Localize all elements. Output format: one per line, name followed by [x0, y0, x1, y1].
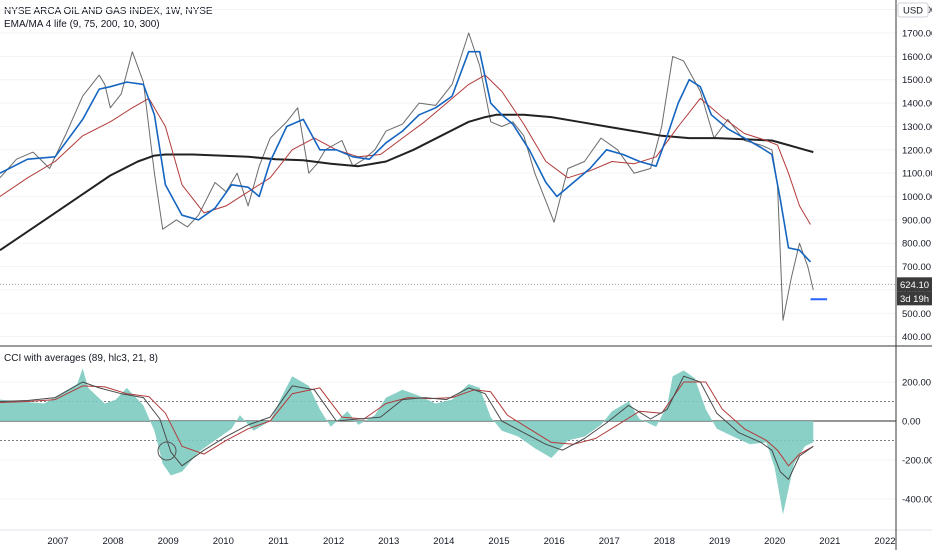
cci-avg_slow-line — [0, 381, 814, 467]
ma_mid-line — [0, 74, 811, 225]
year-tick-label: 2018 — [654, 536, 675, 547]
year-tick-label: 2007 — [47, 536, 68, 547]
price-tick-label: 1200.00 — [902, 145, 932, 156]
year-tick-label: 2020 — [764, 536, 785, 547]
price-tick-label: 700.00 — [902, 262, 931, 273]
price-tick-label: 1500.00 — [902, 75, 932, 86]
last-price-box — [897, 277, 932, 292]
last-price-value: 624.10 — [900, 280, 929, 291]
indicator-legend: EMA/MA 4 life (9, 75, 200, 10, 300) — [4, 19, 160, 30]
price-tick-label: 1100.00 — [902, 169, 932, 180]
currency-badge-box — [897, 2, 929, 18]
cci-tick-label: -400.00 — [902, 494, 932, 505]
year-tick-label: 2013 — [378, 536, 399, 547]
price-tick-label: 400.00 — [902, 332, 931, 343]
price-tick-label: 1400.00 — [902, 99, 932, 110]
cci-series — [0, 368, 814, 515]
time-axis: 2007 2008 2009 2010 2011 2012 2013 2014 2015 2016… — [47, 536, 895, 547]
price-chart-title: NYSE ARCA OIL AND GAS INDEX, 1W, NYSE — [4, 6, 213, 17]
year-tick-label: 2009 — [158, 536, 179, 547]
countdown-value: 3d 19h — [900, 294, 929, 305]
price-tick-label: 800.00 — [902, 239, 931, 250]
price-tick-label: 900.00 — [902, 215, 931, 226]
cci-tick-label: 200.00 — [902, 378, 931, 389]
price-tick-label: 1000.00 — [902, 192, 932, 203]
price-tick-label: 1300.00 — [902, 122, 932, 133]
year-tick-label: 2012 — [323, 536, 344, 547]
year-tick-label: 2016 — [544, 536, 565, 547]
price-tick-label: 1700.00 — [902, 29, 932, 40]
year-tick-label: 2019 — [709, 536, 730, 547]
annotation-circle — [157, 441, 177, 461]
year-tick-label: 2021 — [819, 536, 840, 547]
year-tick-label: 2011 — [268, 536, 288, 547]
cci-axis: 200.00 0.00 -200.00 -400.00 — [902, 378, 932, 506]
price-tick-label: 1600.00 — [902, 52, 932, 63]
last-price-tag: 624.10 3d 19h — [897, 277, 932, 306]
price-pane: NYSE ARCA OIL AND GAS INDEX, 1W, NYSE EM… — [0, 2, 932, 343]
ema_fast-line — [0, 50, 812, 263]
countdown-box — [897, 291, 932, 306]
price-tick-label: 500.00 — [902, 309, 931, 320]
year-tick-label: 2015 — [488, 536, 509, 547]
cci-tick-label: 0.00 — [902, 416, 921, 427]
year-tick-label: 2010 — [213, 536, 234, 547]
year-tick-label: 2014 — [433, 536, 454, 547]
price-series — [0, 32, 896, 321]
cci-avg_fast-line — [0, 375, 814, 480]
ma_long-line — [0, 113, 814, 252]
cci-tick-label: -200.00 — [902, 455, 932, 466]
price-line — [0, 32, 814, 321]
year-tick-label: 2017 — [599, 536, 620, 547]
currency-label: USD — [903, 6, 923, 17]
year-tick-label: 2022 — [874, 536, 895, 547]
currency-badge[interactable]: USD — [897, 2, 929, 18]
cci-pane: CCI with averages (89, hlc3, 21, 8) 200.… — [0, 353, 932, 515]
year-tick-label: 2008 — [102, 536, 123, 547]
cci-legend: CCI with averages (89, hlc3, 21, 8) — [4, 353, 158, 364]
